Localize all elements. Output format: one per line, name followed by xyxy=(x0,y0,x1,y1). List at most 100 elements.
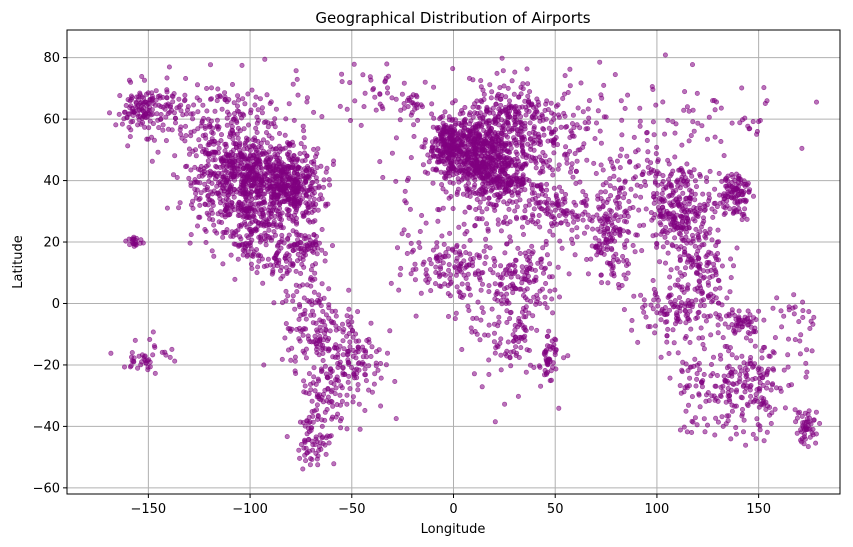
airport-point xyxy=(553,192,559,198)
airport-point xyxy=(254,157,260,163)
airport-point xyxy=(672,235,678,241)
airport-point xyxy=(225,163,231,169)
airport-point xyxy=(342,371,348,377)
airport-point xyxy=(491,339,497,345)
airport-point xyxy=(287,243,293,249)
airport-point xyxy=(249,231,255,237)
airport-point xyxy=(512,257,518,263)
airport-point xyxy=(308,267,314,273)
airport-point xyxy=(362,372,368,378)
airport-point xyxy=(307,462,313,468)
airport-point xyxy=(650,306,656,312)
airport-point xyxy=(466,112,472,118)
airport-point xyxy=(558,220,564,226)
airport-point xyxy=(729,408,735,414)
airport-point xyxy=(741,382,747,388)
airport-point xyxy=(326,302,332,308)
airport-point xyxy=(528,325,534,331)
airport-point xyxy=(495,323,501,329)
airport-point xyxy=(542,301,548,307)
airport-point xyxy=(452,316,458,322)
airport-point xyxy=(530,129,536,135)
airport-point xyxy=(554,202,560,208)
airport-point xyxy=(597,128,603,134)
airport-point xyxy=(507,262,513,268)
airport-point xyxy=(623,262,629,268)
airport-point xyxy=(266,227,272,233)
airport-point xyxy=(313,234,319,240)
airport-point xyxy=(209,85,215,91)
airport-point xyxy=(465,175,471,181)
airport-point xyxy=(750,431,756,437)
airport-point xyxy=(644,138,650,144)
airport-point xyxy=(610,265,616,271)
airport-point xyxy=(219,106,225,112)
airport-point xyxy=(274,199,280,205)
airport-point xyxy=(563,218,569,224)
airport-point xyxy=(255,264,261,270)
airport-point xyxy=(512,322,518,328)
airport-point xyxy=(651,200,657,206)
airport-point xyxy=(254,114,260,120)
airport-point xyxy=(696,279,702,285)
airport-point xyxy=(715,257,721,263)
airport-point xyxy=(413,266,419,272)
airport-point xyxy=(478,317,484,323)
airport-point xyxy=(598,140,604,146)
airport-point xyxy=(525,220,531,226)
airport-point xyxy=(560,96,566,102)
airport-point xyxy=(397,272,403,278)
airport-point xyxy=(274,224,280,230)
airport-point xyxy=(294,289,300,295)
airport-point xyxy=(550,232,556,238)
airport-point xyxy=(260,148,266,154)
airport-point xyxy=(585,106,591,112)
airport-point xyxy=(715,227,721,233)
airport-point xyxy=(701,416,707,422)
airport-point xyxy=(286,207,292,213)
airport-point xyxy=(672,321,678,327)
airport-point xyxy=(480,175,486,181)
airport-point xyxy=(582,120,588,126)
airport-point xyxy=(431,115,437,121)
airport-point xyxy=(297,255,303,261)
airport-point xyxy=(519,264,525,270)
airport-point xyxy=(498,135,504,141)
airport-point xyxy=(593,120,599,126)
airport-point xyxy=(490,105,496,111)
airport-point xyxy=(286,165,292,171)
airport-point xyxy=(536,138,542,144)
airport-point xyxy=(458,167,464,173)
airport-point xyxy=(581,230,587,236)
airport-point xyxy=(564,124,570,130)
airport-point xyxy=(693,252,699,258)
airport-point xyxy=(185,104,191,110)
airport-point xyxy=(240,173,246,179)
airport-point xyxy=(709,237,715,243)
airport-point xyxy=(580,217,586,223)
airport-point xyxy=(255,223,261,229)
airport-point xyxy=(300,123,306,129)
airport-point xyxy=(712,186,718,192)
airport-point xyxy=(325,346,331,352)
airport-point xyxy=(527,120,533,126)
airport-point xyxy=(282,172,288,178)
airport-point xyxy=(318,303,324,309)
airport-point xyxy=(645,324,651,330)
airport-point xyxy=(706,114,712,120)
airport-point xyxy=(199,170,205,176)
airport-point xyxy=(244,253,250,259)
airport-point xyxy=(694,262,700,268)
airport-point xyxy=(443,173,449,179)
airport-point xyxy=(550,360,556,366)
airport-point xyxy=(465,285,471,291)
airport-point xyxy=(605,219,611,225)
airport-point xyxy=(260,210,266,216)
airport-point xyxy=(303,458,309,464)
airport-point xyxy=(545,333,551,339)
airport-point xyxy=(481,91,487,97)
airport-point xyxy=(552,336,558,342)
airport-point xyxy=(284,251,290,257)
airport-point xyxy=(144,91,150,97)
